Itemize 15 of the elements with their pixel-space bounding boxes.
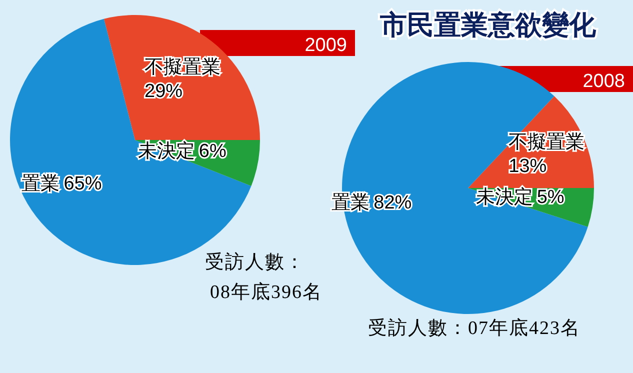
data-label: 29% bbox=[144, 80, 183, 102]
text: 受訪人數： bbox=[205, 251, 305, 273]
data-label: 5% bbox=[536, 186, 564, 208]
text: 2008 bbox=[582, 71, 625, 92]
text: 2009 bbox=[304, 35, 347, 56]
chart-subtitle: 市民置業意欲變化 bbox=[379, 10, 597, 40]
data-label: 6% bbox=[198, 140, 226, 162]
slice-label: 置業 bbox=[22, 174, 60, 195]
slice-label: 不擬置業 bbox=[508, 132, 585, 153]
data-label: 13% bbox=[508, 156, 547, 177]
text: 受訪人數：07年底423名 bbox=[368, 317, 580, 339]
data-label: 82% bbox=[374, 192, 412, 214]
slice-label: 不擬置業 bbox=[144, 56, 220, 78]
data-label: 65% bbox=[64, 174, 102, 195]
text: 08年底396名 bbox=[210, 281, 322, 303]
